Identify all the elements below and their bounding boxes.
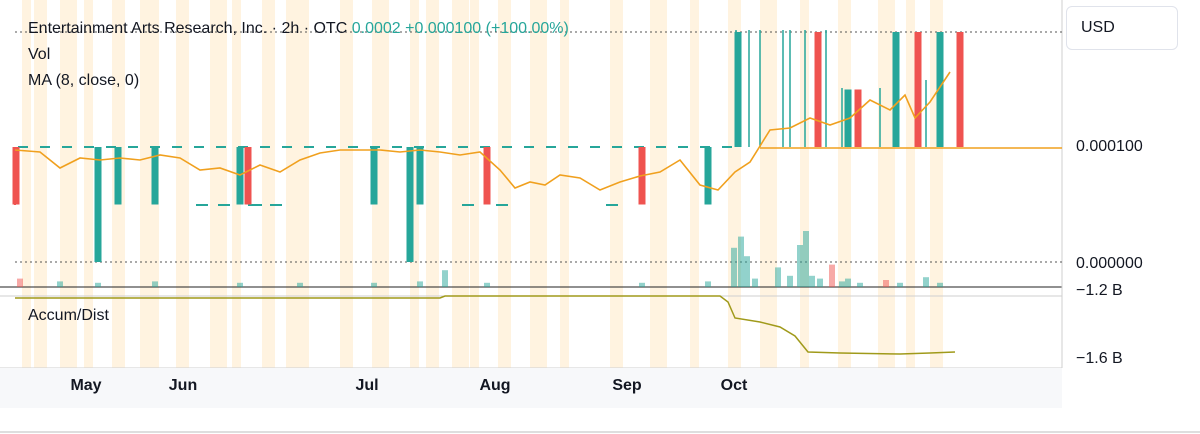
volume-bar	[152, 281, 158, 287]
price-axis-label: 0.000000	[1076, 255, 1143, 272]
candle	[114, 147, 122, 205]
volume-bar	[845, 278, 851, 287]
session-shade	[560, 0, 569, 368]
volume-bar	[797, 245, 803, 287]
volume-bar	[297, 282, 303, 287]
session-shade	[340, 0, 353, 368]
volume-bar	[57, 281, 63, 287]
volume-bar	[897, 282, 903, 287]
time-axis-label: Jul	[355, 377, 379, 394]
candle	[956, 32, 964, 147]
volume-bar	[883, 280, 889, 287]
legend-separator: ·	[271, 20, 277, 37]
session-shade	[300, 0, 309, 368]
candle	[892, 32, 900, 147]
session-shade	[470, 0, 479, 368]
time-axis-label: Aug	[479, 377, 511, 394]
session-shade	[760, 0, 777, 368]
volume-bar	[809, 275, 815, 287]
volume-bar	[787, 275, 793, 287]
volume-bar	[923, 277, 929, 287]
session-shade	[838, 0, 851, 368]
candle	[854, 89, 862, 147]
volume-bar	[417, 281, 423, 287]
price-change-pct: (+100.00%)	[485, 20, 569, 37]
volume-bar	[731, 247, 737, 287]
volume-bar	[442, 270, 448, 287]
time-axis-label: May	[70, 377, 102, 394]
candle	[734, 32, 742, 147]
price-axis-label: 0.000100	[1076, 138, 1143, 155]
ma-line	[14, 71, 951, 191]
volume-bar	[738, 236, 744, 287]
session-shade	[410, 0, 419, 368]
volume-bar	[857, 282, 863, 287]
legend-moving-average[interactable]: MA (8, close, 0)	[28, 72, 140, 89]
interval: 2h	[281, 20, 300, 37]
last-price: 0.0002	[351, 20, 401, 37]
session-shade	[210, 0, 227, 368]
time-axis-label: Jun	[168, 377, 198, 394]
session-shade	[650, 0, 667, 368]
session-shade	[498, 0, 511, 368]
time-axis-bg	[0, 368, 1062, 408]
session-shade	[60, 0, 77, 368]
candle	[704, 147, 712, 205]
price-change: +0.000100	[405, 20, 482, 37]
candle	[94, 147, 102, 262]
session-shade	[906, 0, 915, 368]
volume-bar	[484, 282, 490, 287]
legend-separator: ·	[303, 20, 310, 37]
candle	[370, 147, 378, 205]
candle	[914, 32, 922, 147]
accum-dist-line	[15, 295, 956, 355]
session-shade	[262, 0, 275, 368]
currency-button[interactable]: USD	[1066, 6, 1178, 50]
candle	[814, 32, 822, 147]
volume-bar	[705, 281, 711, 287]
volume-bar	[744, 256, 750, 287]
candle	[483, 147, 491, 205]
session-shade	[286, 0, 303, 368]
session-shade	[878, 0, 895, 368]
candle	[244, 147, 252, 205]
accum-dist-label[interactable]: Accum/Dist	[28, 307, 109, 324]
volume-bar	[817, 278, 823, 287]
volume-bar	[839, 281, 845, 287]
session-shade	[452, 0, 469, 368]
accum-dist-axis-label: −1.2 B	[1076, 282, 1123, 299]
volume-bar	[639, 282, 645, 287]
volume-bar	[371, 282, 377, 287]
candle	[936, 32, 944, 147]
session-shade	[34, 0, 47, 368]
session-shade	[84, 0, 93, 368]
time-axis-label: Sep	[612, 377, 642, 394]
candle	[151, 147, 159, 205]
session-shade	[800, 0, 809, 368]
legend-title: Entertainment Arts Research, Inc. · 2h ·…	[28, 20, 569, 38]
accum-dist-axis-label: −1.6 B	[1076, 350, 1123, 367]
candle	[416, 147, 424, 205]
volume-bar	[17, 278, 23, 287]
session-shade	[22, 0, 31, 368]
volume-bar	[937, 282, 943, 287]
legend-volume[interactable]: Vol	[28, 46, 51, 63]
session-shade	[176, 0, 189, 368]
volume-bar	[752, 278, 758, 287]
session-shade	[426, 0, 439, 368]
volume-bar	[803, 231, 809, 287]
volume-bar	[829, 264, 835, 287]
time-axis-label: Oct	[720, 377, 748, 394]
session-shade	[372, 0, 389, 368]
candle	[406, 147, 414, 262]
exchange: OTC	[313, 20, 348, 37]
symbol-name: Entertainment Arts Research, Inc.	[28, 20, 268, 37]
volume-bar	[775, 267, 781, 287]
volume-bar	[95, 282, 101, 287]
session-shade	[690, 0, 699, 368]
volume-bar	[237, 282, 243, 287]
